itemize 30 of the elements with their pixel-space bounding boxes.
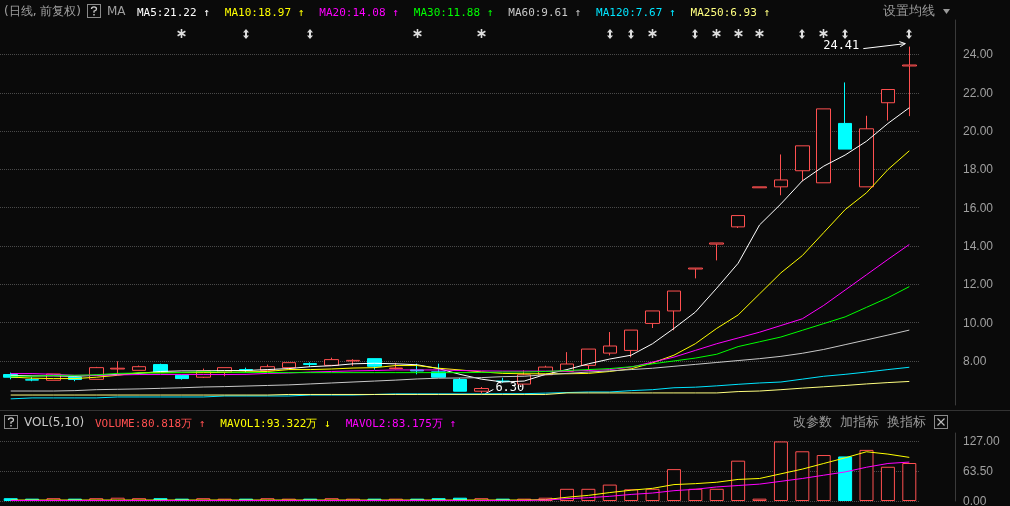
text: MA120:7.67 ↑ (596, 5, 676, 19)
text: MA10:18.97 ↑ (224, 5, 305, 19)
text: VOLUME:80.818万 ↑ (95, 416, 206, 430)
y-tick-label: 16.00 (963, 200, 994, 215)
y-tick-label: 63.50 (963, 464, 994, 479)
text: 设置均线 (883, 2, 935, 20)
text: MA60:9.61 ↑ (508, 5, 582, 19)
chart-title: VOL(5,10) (24, 415, 85, 429)
text: MAVOL2:83.175万 ↑ (345, 416, 457, 430)
text: 改参数 (793, 413, 832, 431)
y-tick-label: 20.00 (963, 124, 994, 139)
y-tick-label: 22.00 (963, 85, 994, 100)
y-tick-label: 127.00 (963, 434, 1001, 449)
text: MA20:14.08 ↑ (319, 5, 399, 19)
y-tick-label: 24.00 (963, 47, 994, 62)
y-tick-label: 8.00 (963, 353, 987, 368)
y-tick-label: 18.00 (963, 162, 994, 177)
chart-subtitle: (日线, 前复权) (4, 2, 81, 20)
text: MA30:11.88 ↑ (413, 5, 494, 19)
annotation: 24.41 (823, 37, 860, 52)
text: 加指标 (840, 413, 879, 431)
y-tick-label: 10.00 (963, 315, 994, 330)
text: MA (107, 4, 126, 18)
y-tick-label: 14.00 (963, 239, 994, 254)
text: MA5:21.22 ↑ (137, 5, 210, 19)
text: 换指标 (887, 413, 926, 431)
text: MAVOL1:93.322万 ↓ (220, 416, 331, 430)
y-tick-label: 0.00 (963, 494, 987, 506)
y-tick-label: 12.00 (963, 277, 994, 292)
text: MA250:6.93 ↑ (690, 5, 771, 19)
